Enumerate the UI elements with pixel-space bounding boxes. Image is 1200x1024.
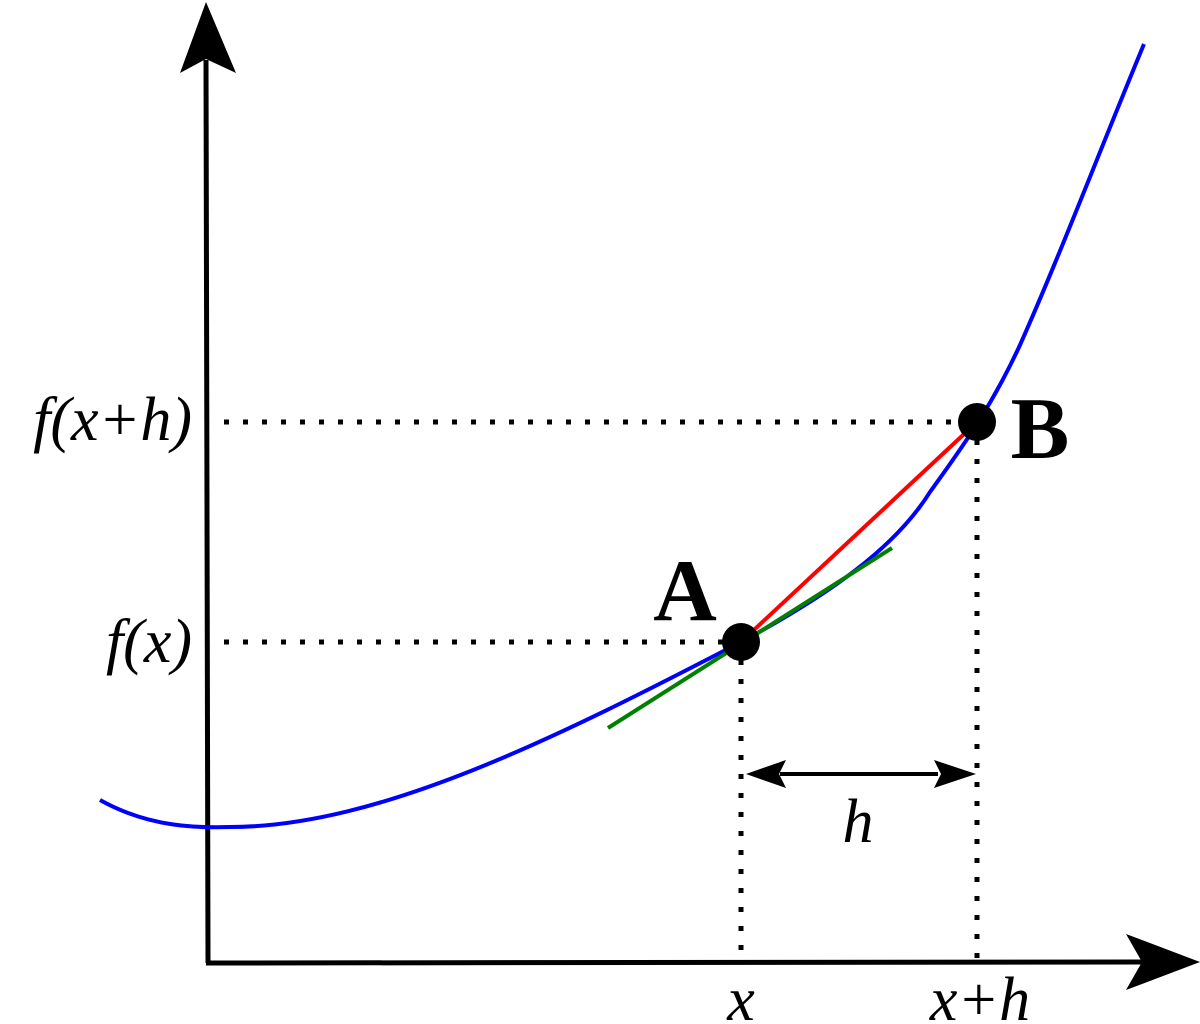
x-low-label: x	[726, 966, 755, 1024]
point-b-marker	[958, 403, 996, 441]
point-b-label: B	[1011, 381, 1070, 478]
secant-line	[739, 420, 979, 644]
y-axis-arrowhead	[180, 2, 236, 73]
y-axis	[203, 59, 211, 964]
x-high-label: x+h	[929, 966, 1030, 1024]
y-low-label: f(x)	[106, 608, 192, 676]
y-high-label: f(x+h)	[33, 386, 192, 454]
step-arrowhead-right	[934, 760, 976, 788]
x-axis-arrowhead	[1126, 934, 1200, 990]
step-arrowhead-left	[746, 760, 786, 788]
point-a-label: A	[653, 543, 717, 640]
x-axis	[205, 959, 1143, 966]
step-label: h	[843, 788, 874, 856]
point-a-marker	[722, 623, 760, 661]
guide-lines	[224, 419, 980, 958]
